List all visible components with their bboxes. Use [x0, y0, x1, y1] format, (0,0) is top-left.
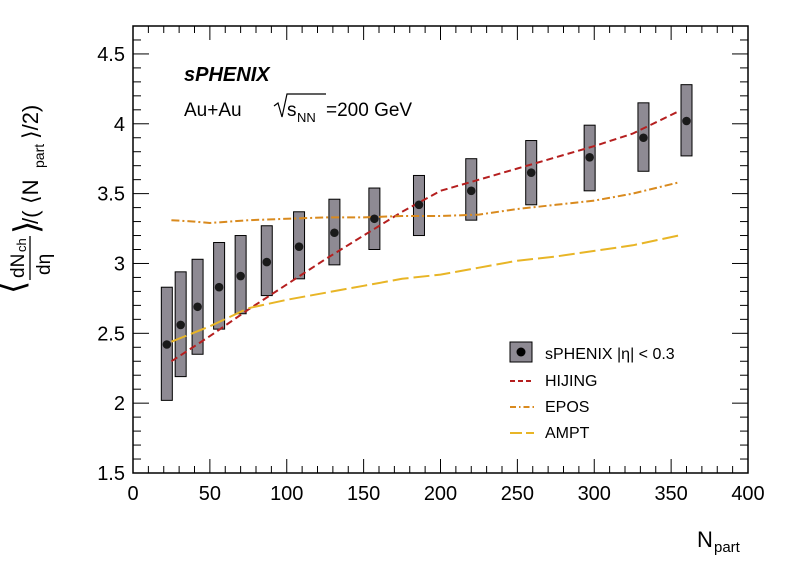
legend-entry-ampt: AMPT — [510, 425, 590, 442]
x-tick-label: 100 — [270, 483, 303, 505]
svg-text:ch: ch — [14, 238, 29, 252]
svg-text:⟨: ⟨ — [0, 281, 32, 294]
data-point — [236, 271, 245, 281]
line-hijing — [170, 110, 680, 363]
x-tick-label: 400 — [731, 483, 764, 505]
data-point — [294, 242, 304, 252]
svg-text:N: N — [697, 527, 713, 552]
data-points — [162, 116, 691, 349]
data-point — [466, 186, 476, 196]
y-axis-title: ⟨ dN ch dη ⟩ /( ⟨N part ⟩/2) — [0, 105, 55, 294]
sqrt-symbol — [273, 93, 326, 118]
x-tick-label: 300 — [578, 483, 611, 505]
data-point — [262, 257, 272, 267]
data-point — [585, 153, 594, 162]
y-tick-label: 1.5 — [97, 463, 125, 485]
data-point — [682, 116, 691, 126]
model-lines — [170, 110, 680, 363]
y-tick-label: 4.5 — [97, 44, 125, 66]
data-point — [414, 200, 424, 210]
svg-text:HIJING: HIJING — [545, 373, 597, 390]
y-tick-label: 2.5 — [97, 323, 125, 345]
y-tick-label: 3.5 — [97, 184, 125, 206]
axis-ticks — [132, 25, 749, 474]
svg-text:EPOS: EPOS — [545, 399, 589, 416]
svg-text:NN: NN — [297, 110, 316, 125]
data-point — [162, 340, 172, 349]
x-tick-label: 350 — [654, 483, 687, 505]
svg-text:⟩: ⟩ — [8, 221, 46, 234]
svg-text:dη: dη — [34, 254, 55, 275]
legend-entry-sphenix: sPHENIX |η| < 0.3 — [509, 341, 675, 363]
legend-entry-hijing: HIJING — [510, 373, 597, 390]
data-point — [193, 302, 202, 312]
svg-text:s: s — [287, 100, 297, 121]
x-tick-label: 50 — [199, 483, 221, 505]
svg-text:dN: dN — [8, 254, 29, 278]
energy-label: s NN =200 GeV — [273, 93, 412, 125]
svg-text:part: part — [31, 144, 47, 168]
svg-text:⟨N: ⟨N — [18, 180, 43, 204]
system-label: Au+Au — [184, 100, 242, 121]
plot-frame — [132, 25, 749, 474]
data-point — [370, 214, 379, 224]
experiment-label: sPHENIX — [184, 64, 271, 86]
x-tick-label: 200 — [424, 483, 457, 505]
axis-tick-labels: 0 50 100 150 200 250 300 350 400 1.5 2 2.5 3 3.5 4 4.5 — [97, 44, 765, 505]
y-tick-label: 2 — [114, 393, 125, 415]
legend: sPHENIX |η| < 0.3 HIJING EPOS AMPT — [509, 341, 675, 442]
line-ampt — [171, 234, 680, 343]
svg-text:⟩/2): ⟩/2) — [18, 105, 43, 139]
data-point — [176, 320, 185, 330]
svg-text:AMPT: AMPT — [545, 425, 590, 442]
x-tick-label: 0 — [127, 483, 138, 505]
y-tick-label: 4 — [114, 114, 125, 136]
data-point — [214, 282, 224, 292]
svg-text:/(: /( — [18, 210, 43, 224]
svg-text:=200 GeV: =200 GeV — [326, 100, 412, 121]
data-point — [526, 168, 536, 177]
data-point — [639, 133, 648, 143]
svg-text:sPHENIX |η| < 0.3: sPHENIX |η| < 0.3 — [545, 346, 675, 363]
x-axis-title: N part — [697, 527, 741, 556]
svg-text:part: part — [714, 539, 741, 556]
y-tick-label: 3 — [114, 253, 125, 275]
x-tick-label: 250 — [501, 483, 534, 505]
x-tick-label: 150 — [347, 483, 380, 505]
legend-entry-epos: EPOS — [510, 399, 589, 416]
line-epos — [171, 181, 680, 225]
data-point — [330, 228, 339, 238]
